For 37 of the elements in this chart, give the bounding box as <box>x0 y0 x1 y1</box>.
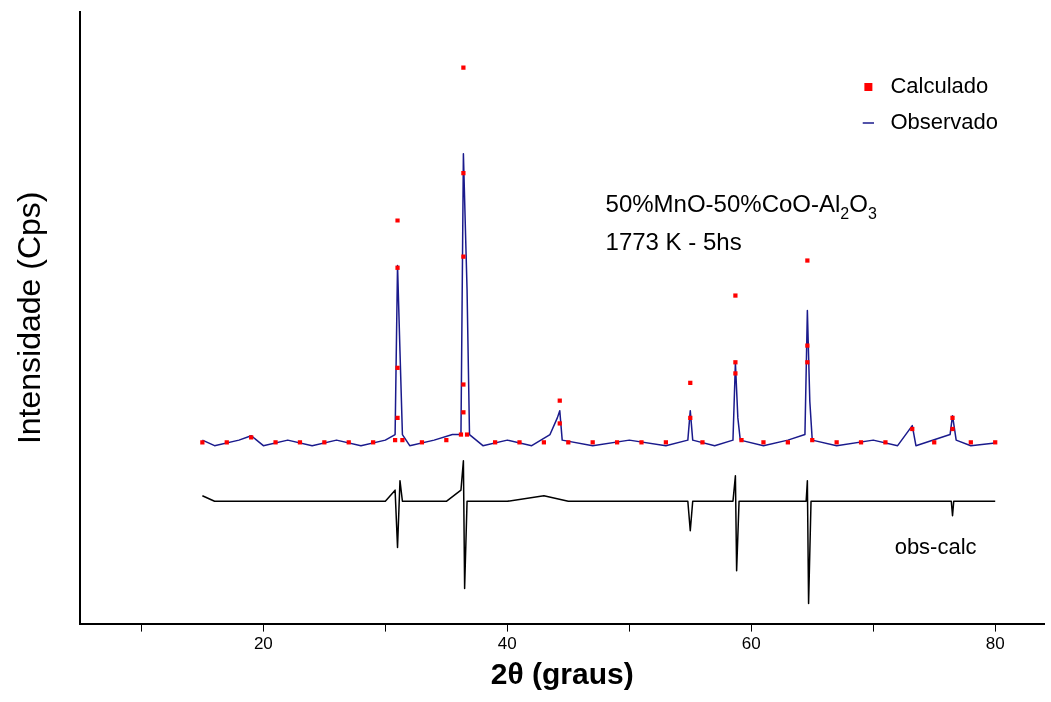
point <box>883 440 888 445</box>
point <box>517 440 522 445</box>
y-axis-title: Intensidade (Cps) <box>11 191 48 445</box>
point <box>950 426 955 432</box>
point <box>733 293 738 298</box>
point <box>739 438 744 443</box>
x-tick-label: 40 <box>497 634 517 654</box>
legend-label: Observado <box>890 109 999 135</box>
point <box>950 415 955 420</box>
point <box>395 365 400 370</box>
point <box>700 440 705 445</box>
point <box>733 371 738 376</box>
point <box>761 440 766 445</box>
point <box>733 360 738 365</box>
annotation: 1773 K - 5hs <box>605 228 742 255</box>
point <box>395 415 400 420</box>
point <box>461 382 466 387</box>
point <box>461 410 466 415</box>
point <box>400 438 405 443</box>
x-tick-label: 60 <box>741 634 761 654</box>
point <box>458 432 464 437</box>
annotation: obs-calc <box>894 533 977 559</box>
point <box>805 258 810 263</box>
point <box>805 343 810 348</box>
point <box>557 421 562 426</box>
point <box>461 65 466 70</box>
x-tick-label: 20 <box>253 634 273 654</box>
x-axis-title: 2θ (graus) <box>490 657 634 691</box>
x-tick-label: 80 <box>985 634 1005 654</box>
point <box>464 432 470 437</box>
point <box>395 218 400 223</box>
point <box>273 440 278 445</box>
point <box>461 254 466 259</box>
point <box>461 171 466 176</box>
legend-label: Calculado <box>890 73 989 99</box>
point <box>395 265 400 270</box>
point <box>639 440 644 445</box>
